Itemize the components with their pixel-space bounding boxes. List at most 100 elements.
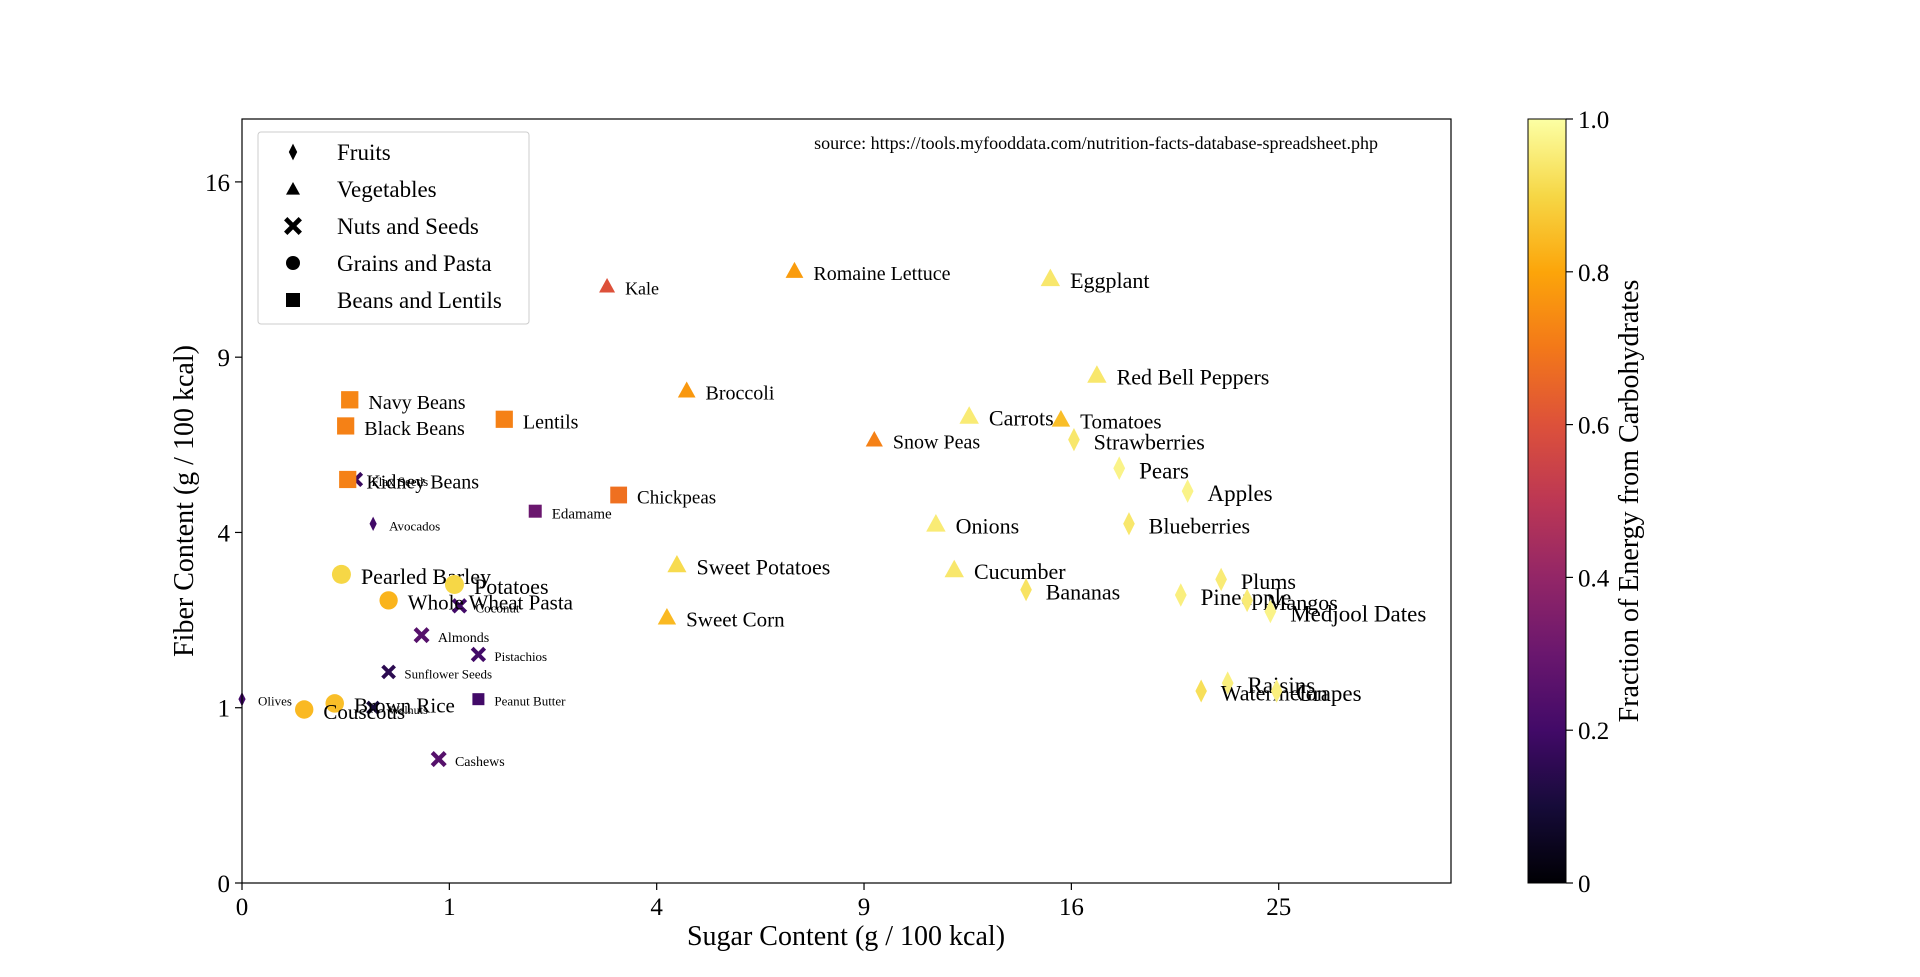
point-coconut: [451, 598, 468, 614]
point-label-grapes: Grapes: [1296, 681, 1361, 706]
y-tick-label: 9: [218, 345, 231, 372]
point-pistachios: [470, 646, 487, 663]
legend-label-fruits: Fruits: [337, 140, 391, 165]
source-annotation: source: https://tools.myfooddata.com/nut…: [814, 133, 1378, 153]
legend-marker-vegetables: [286, 182, 300, 195]
point-blueberries: [1123, 512, 1135, 536]
point-label-pearled-barley: Pearled Barley: [361, 564, 491, 589]
point-label-mangos: Mangos: [1267, 590, 1338, 615]
point-label-onions: Onions: [956, 513, 1020, 538]
legend-label-grains-and-pasta: Grains and Pasta: [337, 251, 492, 276]
x-tick-label: 9: [858, 894, 871, 921]
point-navy-beans: [341, 391, 359, 409]
point-watermelon: [1195, 679, 1207, 703]
colorbar: 0 0.2 0.4 0.6 0.8 1.0 Fraction of Energy from…: [1527, 107, 1645, 898]
point-pearled-barley: [331, 564, 351, 584]
point-kidney-beans: [339, 470, 357, 489]
colorbar-tick-label: 0.6: [1578, 413, 1609, 440]
point-label-cucumber: Cucumber: [974, 559, 1066, 584]
point-label-sweet-corn: Sweet Corn: [686, 608, 785, 632]
point-label-bananas: Bananas: [1046, 579, 1121, 604]
colorbar-label: Fraction of Energy from Carbohydrates: [1614, 280, 1645, 723]
point-label-flax-seeds: Flax Seeds: [371, 474, 428, 489]
point-raisins: [1221, 671, 1234, 695]
point-label-avocados: Avocados: [389, 518, 440, 533]
legend-box: [257, 131, 530, 325]
point-label-carrots: Carrots: [989, 406, 1054, 431]
point-label-potatoes: Potatoes: [474, 574, 549, 599]
point-carrots: [959, 406, 979, 424]
point-potatoes: [444, 575, 464, 595]
point-brown-rice: [325, 694, 344, 713]
point-sweet-corn: [657, 607, 677, 625]
colorbar-tick-label: 0.8: [1578, 260, 1609, 287]
point-label-walnuts: Walnuts: [389, 703, 428, 717]
plot-frame: [241, 118, 1452, 884]
x-axis: 0 1 4 9 16 25: [236, 883, 1291, 921]
y-tick-label: 4: [218, 520, 231, 547]
point-sunflower-seeds: [381, 664, 396, 680]
point-label-edamame: Edamame: [552, 506, 612, 522]
point-label-pistachios: Pistachios: [494, 649, 547, 664]
colorbar-tick-label: 0.4: [1578, 565, 1610, 592]
point-black-beans: [337, 417, 355, 435]
x-tick-label: 4: [650, 894, 663, 921]
point-apples: [1181, 479, 1194, 503]
point-label-broccoli: Broccoli: [706, 382, 775, 404]
point-label-raisins: Raisins: [1247, 673, 1315, 698]
point-lentils: [495, 410, 513, 428]
point-label-navy-beans: Navy Beans: [368, 392, 465, 414]
point-label-medjool-dates: Medjool Dates: [1290, 602, 1426, 627]
point-almonds: [413, 627, 430, 644]
point-label-peanut-butter: Peanut Butter: [494, 694, 566, 709]
point-strawberries: [1068, 427, 1080, 452]
point-onions: [926, 514, 946, 532]
point-label-kale: Kale: [625, 278, 659, 298]
point-chickpeas: [610, 486, 628, 504]
y-axis-label: Fiber Content (g / 100 kcal): [169, 345, 200, 657]
legend-marker-nuts-and-seeds: [284, 217, 302, 235]
point-label-sunflower-seeds: Sunflower Seeds: [404, 666, 492, 681]
x-tick-label: 1: [443, 894, 456, 921]
point-tomatoes: [1051, 410, 1071, 427]
point-romaine-lettuce: [785, 261, 804, 278]
point-label-apples: Apples: [1207, 481, 1272, 506]
point-label-brown-rice: Brown Rice: [354, 694, 455, 718]
point-label-strawberries: Strawberries: [1094, 429, 1205, 454]
point-label-romaine-lettuce: Romaine Lettuce: [813, 263, 950, 285]
legend-label-vegetables: Vegetables: [337, 177, 437, 202]
point-label-tomatoes: Tomatoes: [1080, 410, 1161, 434]
point-eggplant: [1040, 268, 1061, 287]
point-label-snow-peas: Snow Peas: [893, 432, 980, 454]
point-label-chickpeas: Chickpeas: [637, 488, 716, 509]
point-pears: [1113, 456, 1126, 481]
point-mangos: [1241, 588, 1253, 613]
y-axis: 0 1 4 9 16: [205, 170, 242, 898]
point-avocados: [369, 516, 377, 531]
legend-marker-beans-and-lentils: [286, 293, 300, 307]
colorbar-tick-label: 0: [1578, 871, 1591, 898]
point-couscous: [295, 700, 314, 719]
point-label-lentils: Lentils: [523, 411, 579, 433]
y-tick-label: 0: [218, 871, 231, 898]
point-label-coconut: Coconut: [475, 600, 519, 615]
point-cucumber: [944, 559, 964, 578]
point-label-black-beans: Black Beans: [364, 418, 465, 440]
x-tick-label: 0: [236, 894, 249, 921]
colorbar-gradient: [1527, 118, 1567, 884]
y-tick-label: 16: [205, 170, 230, 197]
point-bananas: [1020, 578, 1032, 602]
point-peanut-butter: [472, 693, 485, 706]
point-cashews: [430, 751, 447, 768]
point-sweet-potatoes: [667, 555, 687, 573]
point-snow-peas: [865, 430, 883, 447]
point-whole-wheat-pasta: [379, 591, 398, 610]
point-label-almonds: Almonds: [438, 631, 489, 646]
legend-label-beans-and-lentils: Beans and Lentils: [337, 288, 502, 313]
point-medjool-dates: [1264, 599, 1277, 624]
point-label-sweet-potatoes: Sweet Potatoes: [696, 554, 830, 579]
x-axis-label: Sugar Content (g / 100 kcal): [687, 921, 1005, 952]
legend: Fruits Vegetables Nuts and Seeds Grains …: [257, 131, 530, 325]
point-grapes: [1270, 679, 1283, 703]
